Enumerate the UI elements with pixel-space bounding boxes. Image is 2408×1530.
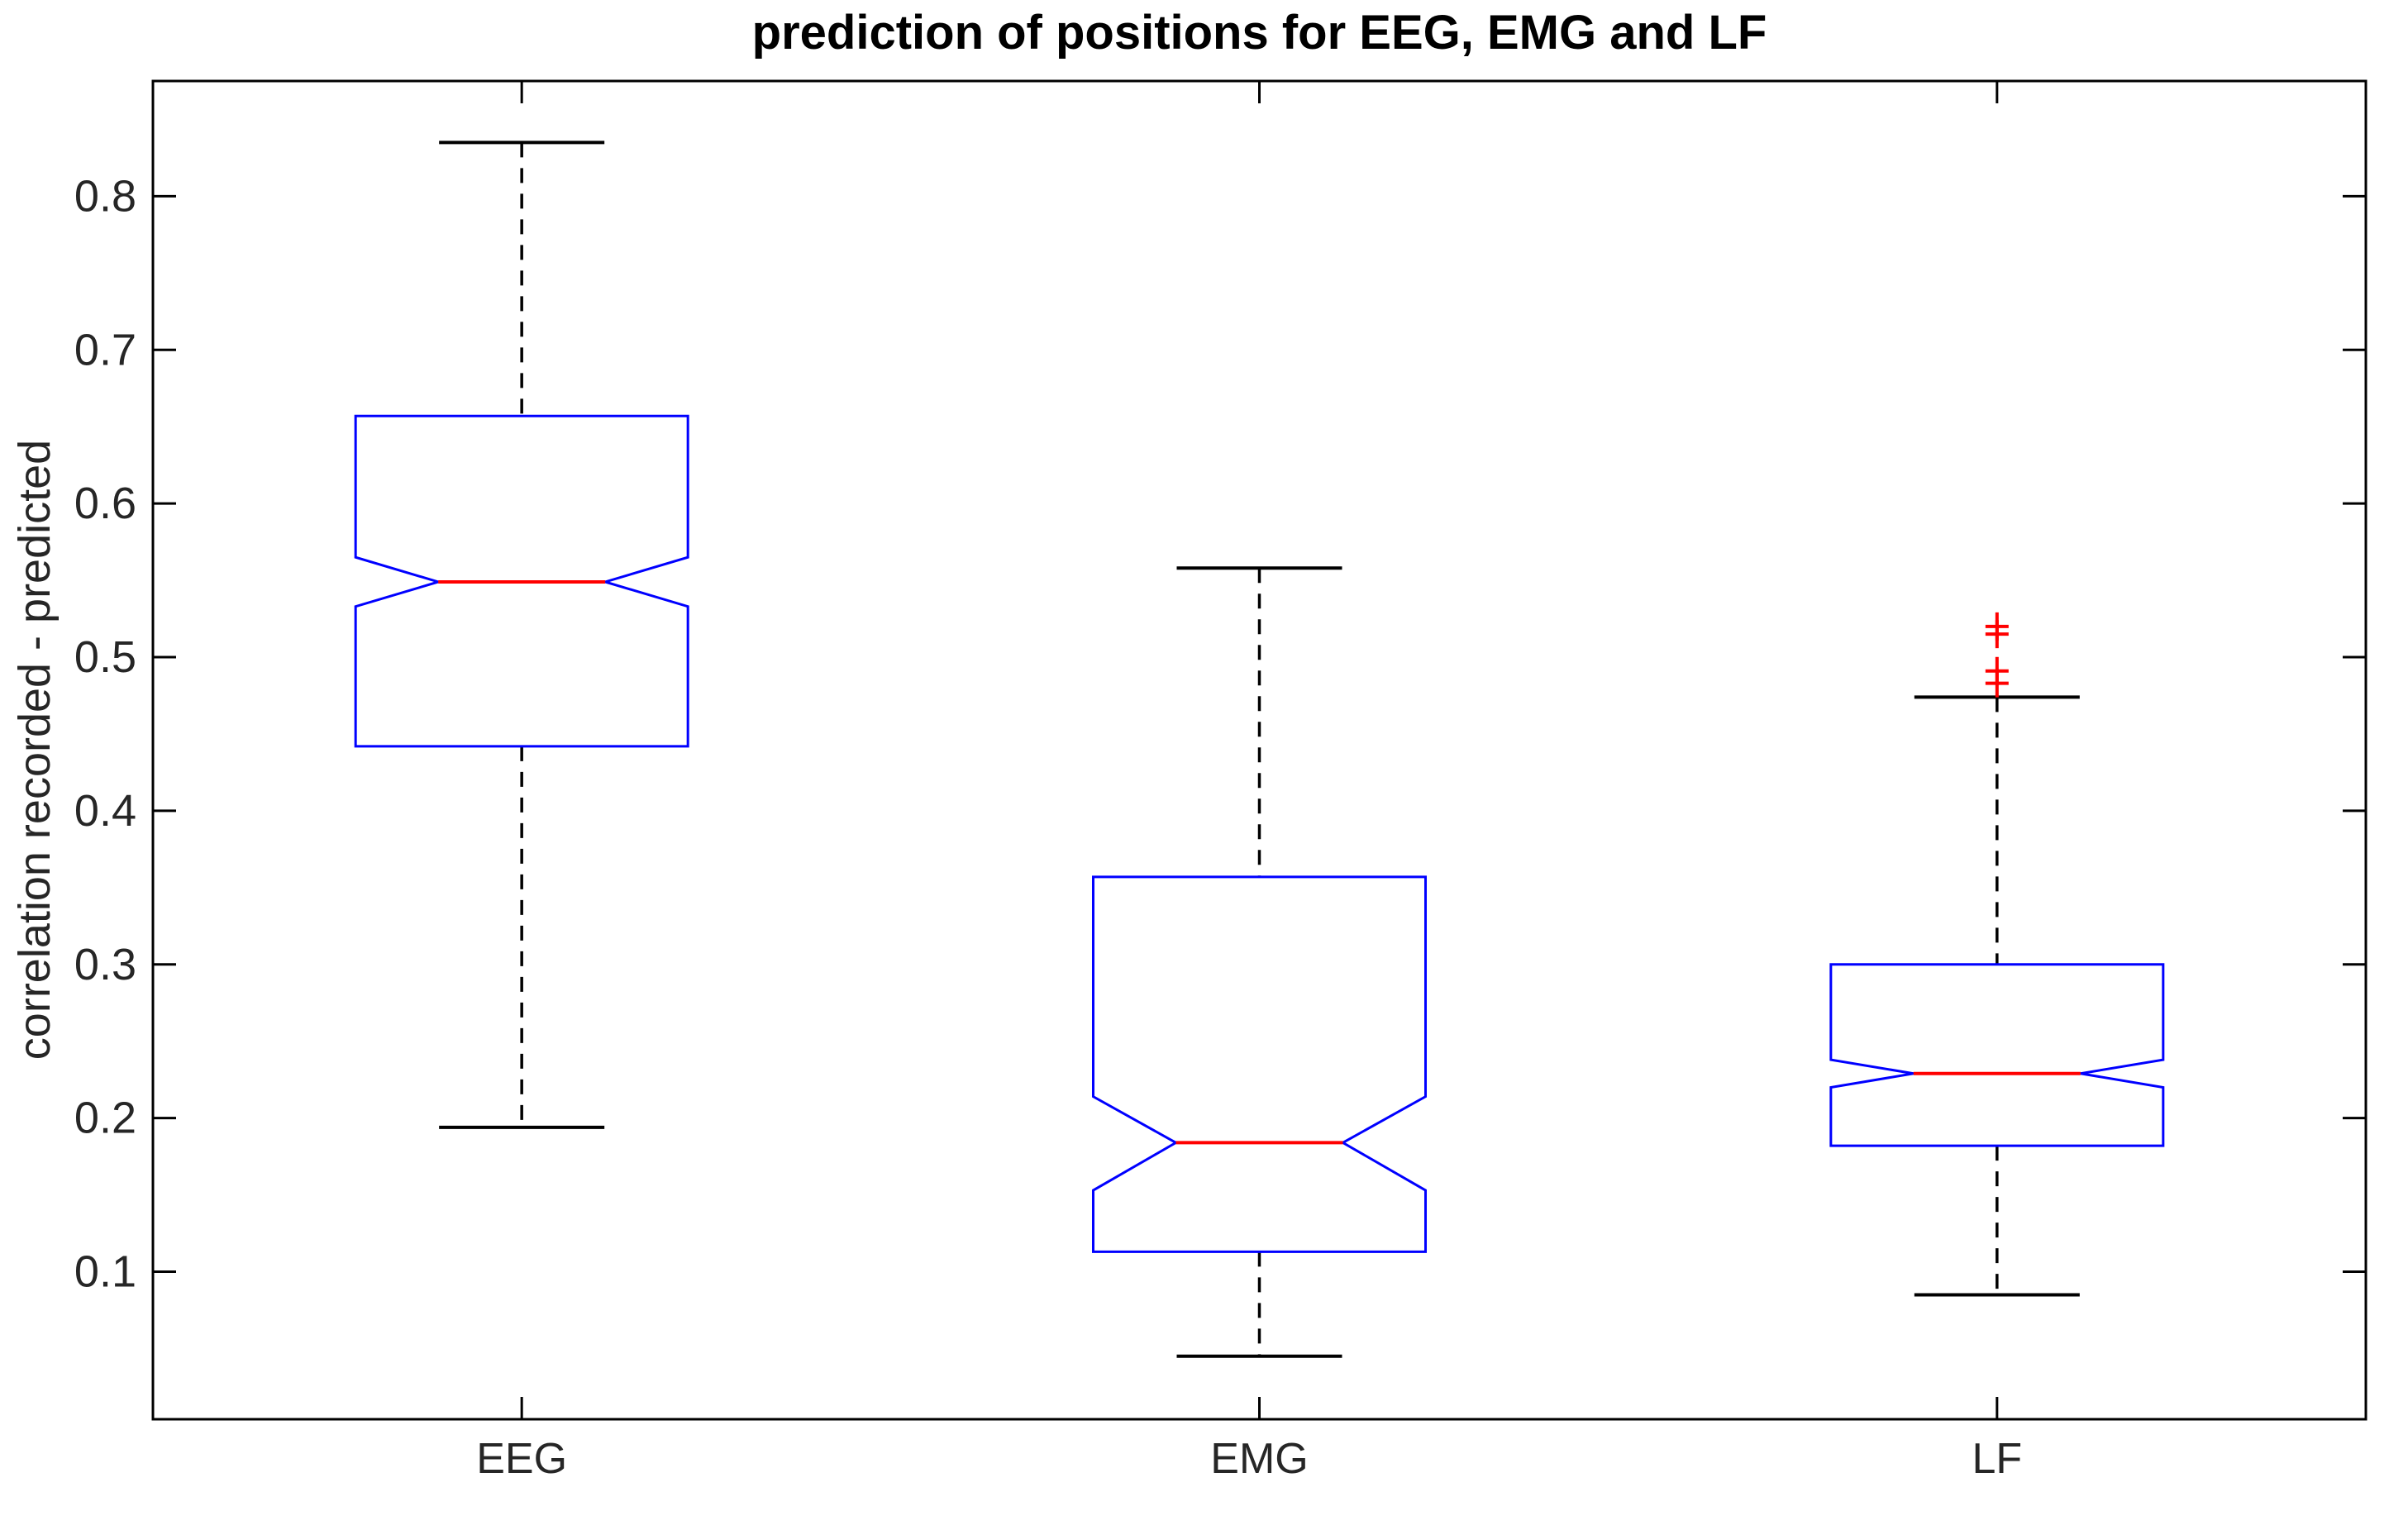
- y-axis-label: correlation recorded - predicted: [10, 439, 60, 1061]
- chart-title: prediction of positions for EEG, EMG and…: [751, 6, 1767, 60]
- x-tick-label: EEG: [476, 1435, 567, 1483]
- y-tick-label: 0.3: [74, 940, 136, 989]
- x-tick-label: EMG: [1210, 1435, 1308, 1483]
- box-EMG: [1092, 875, 1427, 1253]
- box-LF: [1829, 963, 2165, 1147]
- y-tick-label: 0.6: [74, 479, 136, 528]
- y-tick-label: 0.2: [74, 1094, 136, 1143]
- x-tick-label: LF: [1972, 1435, 2022, 1483]
- y-tick-label: 0.8: [74, 171, 136, 221]
- y-tick-label: 0.5: [74, 632, 136, 682]
- y-tick-label: 0.7: [74, 325, 136, 374]
- y-tick-label: 0.1: [74, 1247, 136, 1297]
- y-tick-label: 0.4: [74, 786, 136, 836]
- box-EEG: [354, 414, 689, 748]
